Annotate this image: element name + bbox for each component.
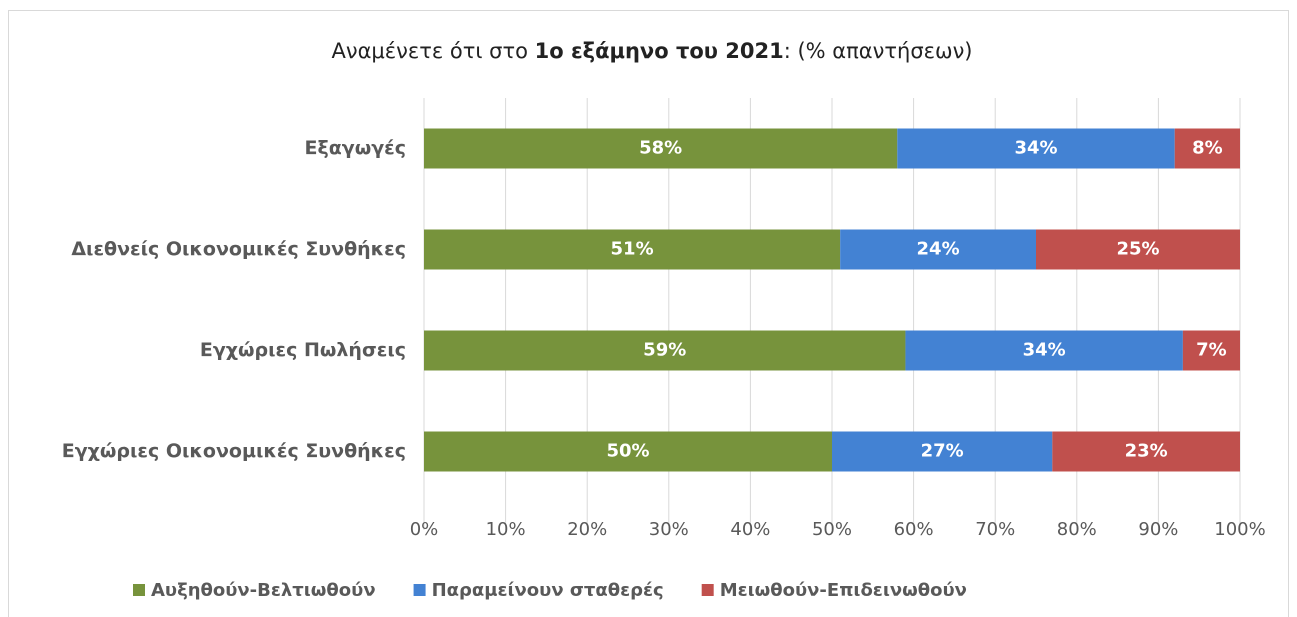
bar-segment bbox=[832, 431, 1053, 472]
chart-title: Αναμένετε ότι στο 1ο εξάμηνο του 2021: (… bbox=[331, 39, 972, 63]
bar-segment bbox=[1182, 330, 1240, 371]
x-tick-label: 60% bbox=[894, 519, 934, 540]
value-label: 8% bbox=[1192, 138, 1223, 159]
bar-segment bbox=[424, 330, 906, 371]
y-tick-label: Εγχώριες Πωλήσεις bbox=[200, 339, 406, 361]
bar-segment bbox=[897, 128, 1175, 169]
value-label: 59% bbox=[643, 340, 686, 361]
x-tick-label: 50% bbox=[812, 519, 852, 540]
x-tick-label: 20% bbox=[567, 519, 607, 540]
y-tick-label: Εγχώριες Οικονομικές Συνθήκες bbox=[62, 440, 406, 462]
legend-label: Μειωθούν-Επιδεινωθούν bbox=[720, 580, 967, 601]
value-label: 23% bbox=[1125, 441, 1168, 462]
bar-segment bbox=[1052, 431, 1240, 472]
y-tick-label: Εξαγωγές bbox=[305, 137, 407, 159]
x-tick-label: 90% bbox=[1138, 519, 1178, 540]
bar-segment bbox=[840, 229, 1036, 270]
bar-segment bbox=[905, 330, 1183, 371]
value-label: 24% bbox=[917, 239, 960, 260]
x-tick-label: 100% bbox=[1214, 519, 1265, 540]
x-tick-label: 10% bbox=[486, 519, 526, 540]
title-part: : (% απαντήσεων) bbox=[784, 39, 973, 63]
legend-label: Αυξηθούν-Βελτιωθούν bbox=[151, 580, 376, 601]
bar-segment bbox=[1036, 229, 1240, 270]
x-tick-label: 70% bbox=[975, 519, 1015, 540]
x-tick-label: 80% bbox=[1057, 519, 1097, 540]
bar-segment bbox=[424, 431, 832, 472]
value-label: 7% bbox=[1196, 340, 1227, 361]
legend-label: Παραμείνουν σταθερές bbox=[432, 580, 664, 601]
x-tick-label: 30% bbox=[649, 519, 689, 540]
y-tick-label: Διεθνείς Οικονομικές Συνθήκες bbox=[71, 238, 406, 260]
x-tick-label: 40% bbox=[730, 519, 770, 540]
value-label: 58% bbox=[639, 138, 682, 159]
x-tick-label: 0% bbox=[410, 519, 439, 540]
value-label: 27% bbox=[921, 441, 964, 462]
bar-segment bbox=[424, 229, 841, 270]
value-label: 25% bbox=[1116, 239, 1159, 260]
title-part: 1ο εξάμηνο του 2021 bbox=[535, 39, 784, 63]
legend-swatch bbox=[133, 584, 145, 596]
legend-swatch bbox=[701, 584, 714, 596]
value-label: 34% bbox=[1023, 340, 1066, 361]
chart-frame bbox=[8, 10, 1289, 617]
value-label: 50% bbox=[606, 441, 649, 462]
legend-swatch bbox=[413, 584, 426, 596]
value-label: 51% bbox=[611, 239, 654, 260]
bar-segment bbox=[424, 128, 898, 169]
title-part: Αναμένετε ότι στο bbox=[331, 39, 534, 63]
value-label: 34% bbox=[1014, 138, 1057, 159]
bar-segment bbox=[1174, 128, 1240, 169]
